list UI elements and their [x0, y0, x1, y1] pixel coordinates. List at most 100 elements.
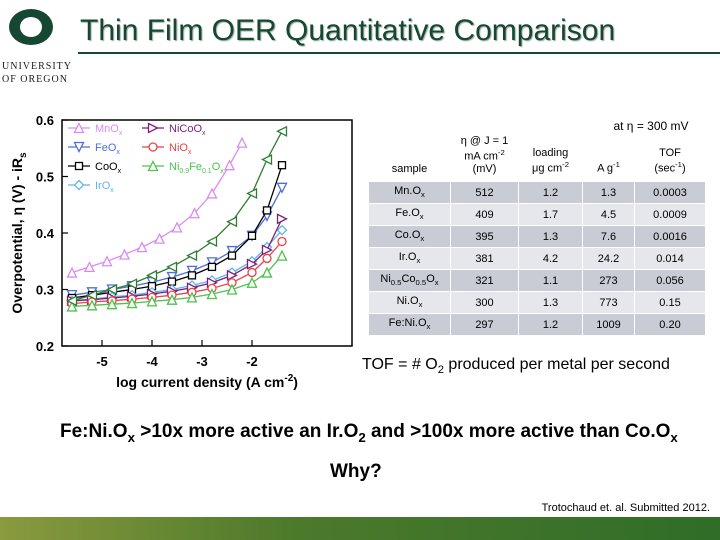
data-point: [206, 288, 218, 300]
data-point: [227, 251, 237, 260]
table-row: Ir.Ox 381 4.2 24.2 0.014: [368, 247, 706, 270]
data-point: [126, 297, 138, 309]
data-point: [226, 269, 238, 281]
data-point: [262, 206, 272, 215]
cell-loading: 4.2: [518, 247, 583, 270]
data-point: [261, 153, 273, 166]
citation: Trotochaud et. al. Submitted 2012.: [541, 502, 710, 514]
data-point: [223, 159, 236, 171]
cell-ag: 273: [582, 269, 635, 292]
table-row: Fe.Ox 409 1.7 4.5 0.0009: [368, 203, 706, 226]
university-name: UNIVERSITY OF OREGON: [2, 60, 74, 86]
data-point: [226, 283, 238, 295]
data-point: [73, 122, 85, 134]
data-point: [147, 160, 159, 172]
data-point: [207, 262, 217, 272]
data-point: [106, 298, 118, 310]
data-point: [247, 267, 257, 278]
data-point: [276, 213, 288, 225]
cell-tof: 0.014: [634, 247, 706, 270]
legend-label: Ni0.9Fe0.1Ox: [169, 161, 224, 175]
cell-eta: 409: [450, 203, 519, 226]
y-tick-label: 0.5: [36, 170, 54, 185]
y-tick-label: 0.6: [36, 113, 54, 128]
data-point: [166, 261, 178, 273]
cell-eta: 297: [450, 313, 519, 336]
university-line-2: OF OREGON: [2, 74, 68, 85]
data-point: [276, 249, 288, 261]
header-sample: sample: [368, 110, 451, 182]
data-point: [66, 295, 78, 307]
data-point: [247, 231, 257, 240]
series-mnox: [66, 136, 248, 278]
y-tick-label: 0.2: [36, 339, 54, 354]
x-tick-label: -4: [146, 354, 158, 369]
title-rule: [78, 52, 720, 54]
data-point: [206, 257, 218, 269]
data-point: [186, 250, 198, 262]
data-point: [226, 216, 238, 228]
data-point: [276, 182, 288, 194]
cell-sample: Co.Ox: [368, 225, 451, 248]
legend-label: NiOx: [169, 142, 192, 156]
cell-tof: 0.0003: [634, 181, 706, 204]
data-point: [148, 142, 158, 152]
cell-sample: Fe:Ni.Ox: [368, 313, 451, 336]
series-nixfe1-xox: [66, 249, 288, 312]
data-point: [261, 266, 273, 278]
data-point: [167, 277, 177, 286]
cell-sample: Ni.Ox: [368, 291, 451, 314]
cell-tof: 0.0009: [634, 203, 706, 226]
data-point: [246, 187, 258, 200]
cell-sample: Mn.Ox: [368, 181, 451, 204]
legend-label: FeOx: [95, 142, 120, 156]
data-point: [277, 161, 287, 170]
cell-loading: 1.1: [518, 269, 583, 292]
cell-eta: 512: [450, 181, 519, 204]
legend-entry: Ni0.9Fe0.1Ox: [142, 160, 224, 175]
cell-tof: 0.15: [634, 291, 706, 314]
cell-eta: 395: [450, 225, 519, 248]
y-axis-label: Overpotential, η (V) - iRs: [9, 152, 29, 314]
question-why: Why?: [330, 461, 382, 482]
x-tick-label: -5: [96, 354, 108, 369]
y-tick-label: 0.3: [36, 283, 54, 298]
data-point: [262, 253, 272, 264]
cell-tof: 0.20: [634, 313, 706, 336]
data-point: [171, 221, 183, 233]
cell-eta: 381: [450, 247, 519, 270]
comparison-table-wrapper: at η = 300 mV sample η @ J = 1 mA cm-2 (…: [368, 110, 706, 336]
data-point: [66, 266, 78, 278]
data-point: [206, 187, 218, 199]
data-point: [277, 236, 287, 247]
header-eta: η @ J = 1 mA cm-2 (mV): [450, 110, 519, 182]
data-point: [147, 122, 159, 134]
cell-loading: 1.7: [518, 203, 583, 226]
slide-title: Thin Film OER Quantitative Comparison: [80, 14, 616, 47]
cell-eta: 321: [450, 269, 519, 292]
table-row: Co.Ox 395 1.3 7.6 0.0016: [368, 225, 706, 248]
x-tick-label: -2: [246, 354, 258, 369]
data-point: [136, 241, 148, 253]
data-point: [74, 161, 84, 171]
data-point: [153, 232, 166, 244]
x-axis-label: log current density (A cm-2): [116, 373, 298, 390]
cell-sample: Fe.Ox: [368, 203, 451, 226]
university-logo-o-icon: [9, 9, 53, 45]
legend-label: NiCoOx: [169, 123, 206, 137]
overpotential-chart: 0.2 0.3 0.4 0.5 0.6 -5 -4 -3 -2 log current densi…: [9, 113, 353, 390]
table-row: Ni.Ox 300 1.3 773 0.15: [368, 291, 706, 314]
data-point: [146, 269, 158, 281]
cell-sample: Ir.Ox: [368, 247, 451, 270]
data-point: [276, 224, 288, 236]
data-point: [226, 245, 238, 258]
y-tick-label: 0.4: [36, 226, 55, 241]
legend-label: IrOx: [95, 180, 114, 194]
data-point: [276, 125, 288, 137]
data-point: [261, 244, 273, 256]
legend-entry: MnOx: [68, 122, 123, 137]
legend-entry: IrOx: [68, 179, 114, 194]
comparison-table: sample η @ J = 1 mA cm-2 (mV) loading μg…: [368, 110, 706, 336]
data-point: [126, 278, 138, 290]
data-point: [73, 179, 85, 191]
